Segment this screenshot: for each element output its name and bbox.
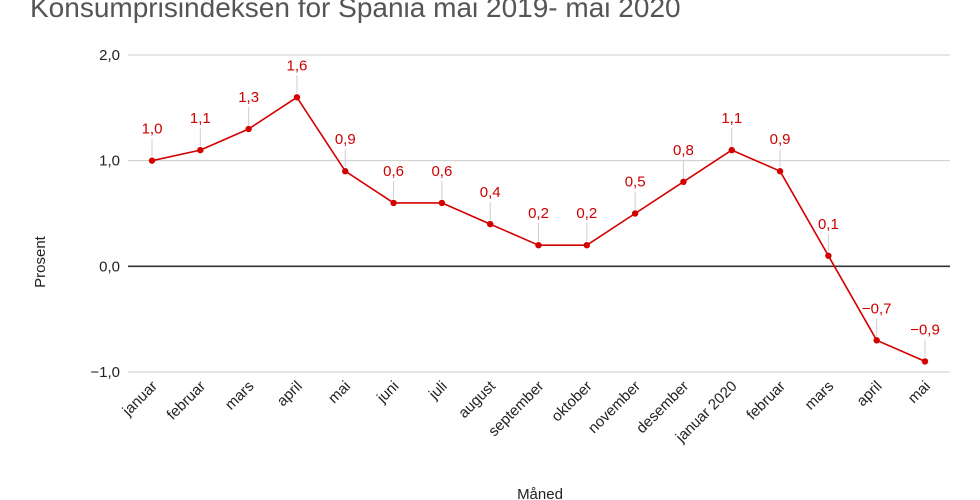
data-point [825,252,832,259]
label-leaders [151,75,926,358]
data-label: 0,8 [673,142,694,159]
data-label: 0,5 [625,174,646,191]
data-label: 0,1 [818,216,839,233]
data-label: 0,2 [528,205,549,222]
data-labels: 1,0 1,1 1,3 1,6 0,9 0,6 0,6 0,4 0,2 0,2 0,5 0,8 1,1 0… [142,57,940,338]
data-point [583,242,591,249]
data-label: 0,6 [383,163,404,180]
data-label: 0,2 [576,205,597,222]
x-tick-label: mars [802,378,838,414]
data-label: 0,9 [770,131,791,148]
x-tick-label: februar [743,378,789,424]
y-tick-label: −1,0 [90,364,120,381]
chart-title: Konsumprisindeksen for Spania mai 2019- … [30,0,681,23]
x-tick-label: juli [425,378,451,404]
data-label: 0,6 [431,163,452,180]
data-point [873,337,880,344]
data-point [728,146,735,154]
data-point [680,178,687,185]
gridlines [128,54,950,373]
data-point [390,199,397,207]
data-label: 0,4 [480,184,501,201]
data-point [486,220,494,228]
x-axis-title: Måned [517,486,563,500]
y-tick-labels: 2,0 1,0 0,0 −1,0 [90,47,120,381]
data-point [921,358,929,365]
x-tick-label: oktober [548,378,595,425]
x-tick-label: januar [119,378,161,420]
y-axis-title: Prosent [32,235,49,288]
x-tick-label: mars [222,378,258,414]
y-tick-label: 1,0 [99,153,120,170]
data-label: 1,0 [142,121,163,138]
x-tick-labels: januar februar mars april mai juni juli augusts… [119,377,934,446]
data-point [342,168,349,175]
data-label: 0,9 [335,131,356,148]
data-label: 1,1 [190,110,211,127]
data-point [148,157,156,164]
x-tick-label: mai [325,378,354,407]
y-tick-label: 2,0 [99,47,120,64]
x-tick-label: mai [905,378,934,407]
x-tick-label: februar [164,378,210,424]
data-label: −0,7 [862,300,892,317]
x-tick-label: august [455,377,499,421]
x-tick-label: april [274,378,306,410]
data-label: 1,3 [238,89,259,106]
data-points [148,94,929,365]
x-tick-label: juni [373,378,402,407]
data-point [776,168,784,175]
data-label: −0,9 [910,321,940,338]
data-point [197,146,204,154]
y-tick-label: 0,0 [99,258,120,275]
data-point [535,242,542,249]
x-tick-label: april [853,378,885,410]
data-label: 1,6 [287,57,308,74]
data-point [293,94,301,101]
data-point [438,199,446,207]
data-point [631,210,639,217]
data-point [245,125,252,133]
data-label: 1,1 [721,110,742,127]
